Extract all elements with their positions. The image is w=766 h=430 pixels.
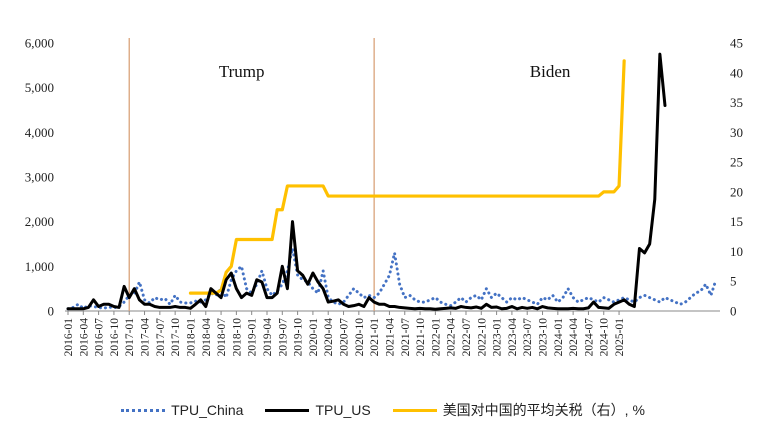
y-left-tick-label: 0 [48,304,55,319]
x-tick-label: 2020-04 [323,318,335,357]
legend-swatch-tariff [392,408,437,412]
y-right-tick-label: 10 [730,244,743,259]
chart-labels: 01,0002,0003,0004,0005,0006,000051015202… [25,36,743,357]
x-tick-label: 2022-04 [446,318,458,357]
y-left-tick-label: 5,000 [25,80,54,95]
x-tick-label: 2022-07 [461,318,473,357]
x-tick-label: 2016-04 [78,318,90,357]
x-tick-label: 2019-01 [247,318,259,357]
x-tick-label: 2019-07 [277,318,289,357]
x-tick-label: 2023-01 [492,318,504,357]
x-tick-label: 2021-07 [400,318,412,357]
x-tick-label: 2017-07 [155,318,167,357]
legend-item-us: TPU_US [265,402,371,418]
x-tick-label: 2016-01 [63,318,75,357]
y-right-tick-label: 15 [730,214,743,229]
x-tick-label: 2025-01 [614,318,626,357]
y-right-tick-label: 35 [730,95,743,110]
legend: TPU_China TPU_US 美国对中国的平均关税（右）, % [0,398,766,422]
series-line-tariff [188,59,626,295]
x-tick-label: 2024-10 [599,318,611,357]
x-tick-label: 2021-10 [415,318,427,357]
x-tick-label: 2023-10 [538,318,550,357]
x-tick-label: 2022-10 [476,318,488,357]
y-right-tick-label: 5 [730,274,737,289]
y-right-tick-label: 30 [730,125,743,140]
x-tick-label: 2023-07 [522,318,534,357]
x-tick-label: 2017-01 [124,318,136,357]
y-right-tick-label: 0 [730,304,737,319]
y-left-tick-label: 2,000 [25,214,54,229]
era-label-biden: Biden [530,62,571,81]
x-tick-label: 2018-10 [231,318,243,357]
legend-label-tariff: 美国对中国的平均关税（右）, % [442,402,645,418]
chart-canvas: 01,0002,0003,0004,0005,0006,000051015202… [25,36,743,357]
x-tick-label: 2024-07 [583,318,595,357]
chart-axes [65,38,720,315]
x-tick-label: 2024-04 [568,318,580,357]
x-tick-label: 2021-04 [384,318,396,357]
legend-item-china: TPU_China [121,402,243,418]
x-tick-label: 2022-01 [430,318,442,357]
legend-label-china: TPU_China [171,402,244,418]
x-tick-label: 2020-01 [308,318,320,357]
y-left-tick-label: 1,000 [25,259,54,274]
x-tick-label: 2018-01 [185,318,197,357]
x-tick-label: 2019-04 [262,318,274,357]
legend-label-us: TPU_US [315,402,371,418]
x-tick-label: 2016-10 [109,318,121,357]
x-tick-label: 2019-10 [293,318,305,357]
y-right-tick-label: 45 [730,36,743,51]
y-left-tick-label: 6,000 [25,36,54,51]
y-left-tick-label: 3,000 [25,170,54,185]
x-tick-label: 2018-04 [201,318,213,357]
series-line-tpu-china [66,246,718,311]
y-right-tick-label: 40 [730,65,743,80]
era-label-trump: Trump [219,62,265,81]
chart-marks [66,52,718,311]
x-tick-label: 2018-07 [216,318,228,357]
x-tick-label: 2023-04 [507,318,519,357]
y-right-tick-label: 20 [730,184,743,199]
y-right-tick-label: 25 [730,155,743,170]
x-tick-label: 2024-01 [553,318,565,357]
legend-swatch-china [121,408,166,412]
x-tick-label: 2017-10 [170,318,182,357]
legend-item-tariff: 美国对中国的平均关税（右）, % [392,400,645,420]
x-tick-label: 2016-07 [94,318,106,357]
x-tick-label: 2020-10 [354,318,366,357]
series-line-tpu-us [66,52,667,311]
y-left-tick-label: 4,000 [25,125,54,140]
legend-swatch-us [265,408,310,412]
x-tick-label: 2021-01 [369,318,381,357]
x-tick-label: 2020-07 [339,318,351,357]
x-tick-label: 2017-04 [140,318,152,357]
